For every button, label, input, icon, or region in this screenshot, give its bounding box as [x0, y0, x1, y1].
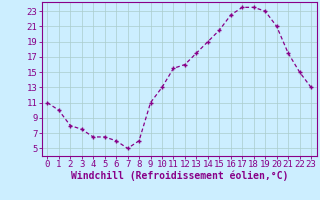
- X-axis label: Windchill (Refroidissement éolien,°C): Windchill (Refroidissement éolien,°C): [70, 171, 288, 181]
